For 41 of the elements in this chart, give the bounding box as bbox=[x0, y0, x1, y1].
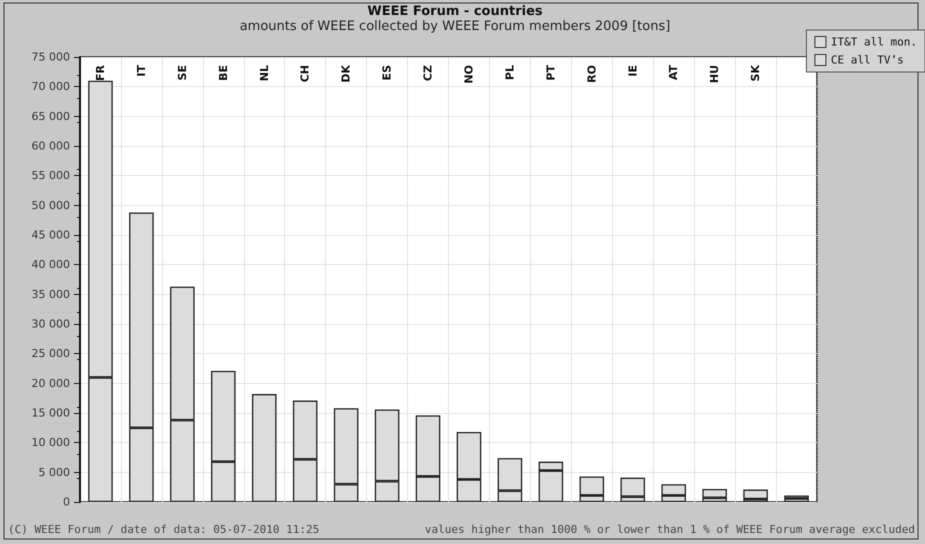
y-tick-label: 0 bbox=[63, 496, 70, 508]
x-tick-label: PT bbox=[544, 64, 558, 81]
x-tick-label: IT bbox=[134, 64, 148, 77]
y-tick-label: 70 000 bbox=[32, 80, 70, 94]
y-tick-label: 20 000 bbox=[32, 376, 70, 390]
y-tick-label: 75 000 bbox=[32, 50, 70, 64]
x-tick-label: IE bbox=[626, 65, 640, 77]
y-tick-label: 25 000 bbox=[32, 347, 70, 360]
y-tick-label: 5 000 bbox=[38, 466, 70, 479]
x-tick-label: SE bbox=[176, 65, 189, 80]
y-tick-label: 60 000 bbox=[32, 140, 70, 152]
x-tick-label: HU bbox=[708, 65, 722, 84]
x-tick-label: NO bbox=[462, 65, 476, 84]
x-tick-label: ES bbox=[380, 64, 394, 80]
x-tick-label: FR bbox=[94, 64, 107, 81]
y-tick-label: 50 000 bbox=[32, 198, 70, 212]
legend-label: IT&T all mon. bbox=[830, 36, 917, 48]
x-tick-label: DK bbox=[340, 64, 353, 83]
y-tick-label: 10 000 bbox=[32, 436, 70, 450]
x-tick-label: SK bbox=[749, 64, 762, 82]
y-tick-label: 35 000 bbox=[32, 288, 70, 301]
x-tick-label: CZ bbox=[422, 64, 435, 82]
chart-subtitle: amounts of WEEE collected by WEEE Forum members 2009 [tons] bbox=[240, 19, 670, 34]
text: values higher than 1000 % or lower than 1 % of WEEE Forum average excluded bbox=[424, 523, 916, 536]
x-tick-label: CH bbox=[298, 65, 312, 82]
y-tick-label: 15 000 bbox=[32, 406, 70, 420]
x-tick-label: AT bbox=[667, 64, 680, 80]
y-tick-label: 40 000 bbox=[32, 258, 70, 272]
x-tick-label: BE bbox=[216, 65, 230, 81]
x-tick-label: PL bbox=[503, 65, 516, 80]
x-tick-label: RO bbox=[585, 65, 598, 83]
y-tick-label: 45 000 bbox=[32, 228, 70, 242]
text: (C) WEEE Forum / date of data: 05-07-2010 11:25 bbox=[8, 523, 320, 536]
chart-title: WEEE Forum - countries bbox=[367, 4, 543, 19]
y-tick-label: 55 000 bbox=[32, 169, 70, 182]
x-tick-label: NL bbox=[258, 65, 271, 82]
y-tick-label: 65 000 bbox=[32, 110, 70, 123]
y-tick-label: 30 000 bbox=[32, 318, 70, 330]
bar bbox=[743, 490, 768, 500]
bar bbox=[702, 488, 727, 498]
legend-label: CE all TV’s bbox=[830, 54, 904, 66]
